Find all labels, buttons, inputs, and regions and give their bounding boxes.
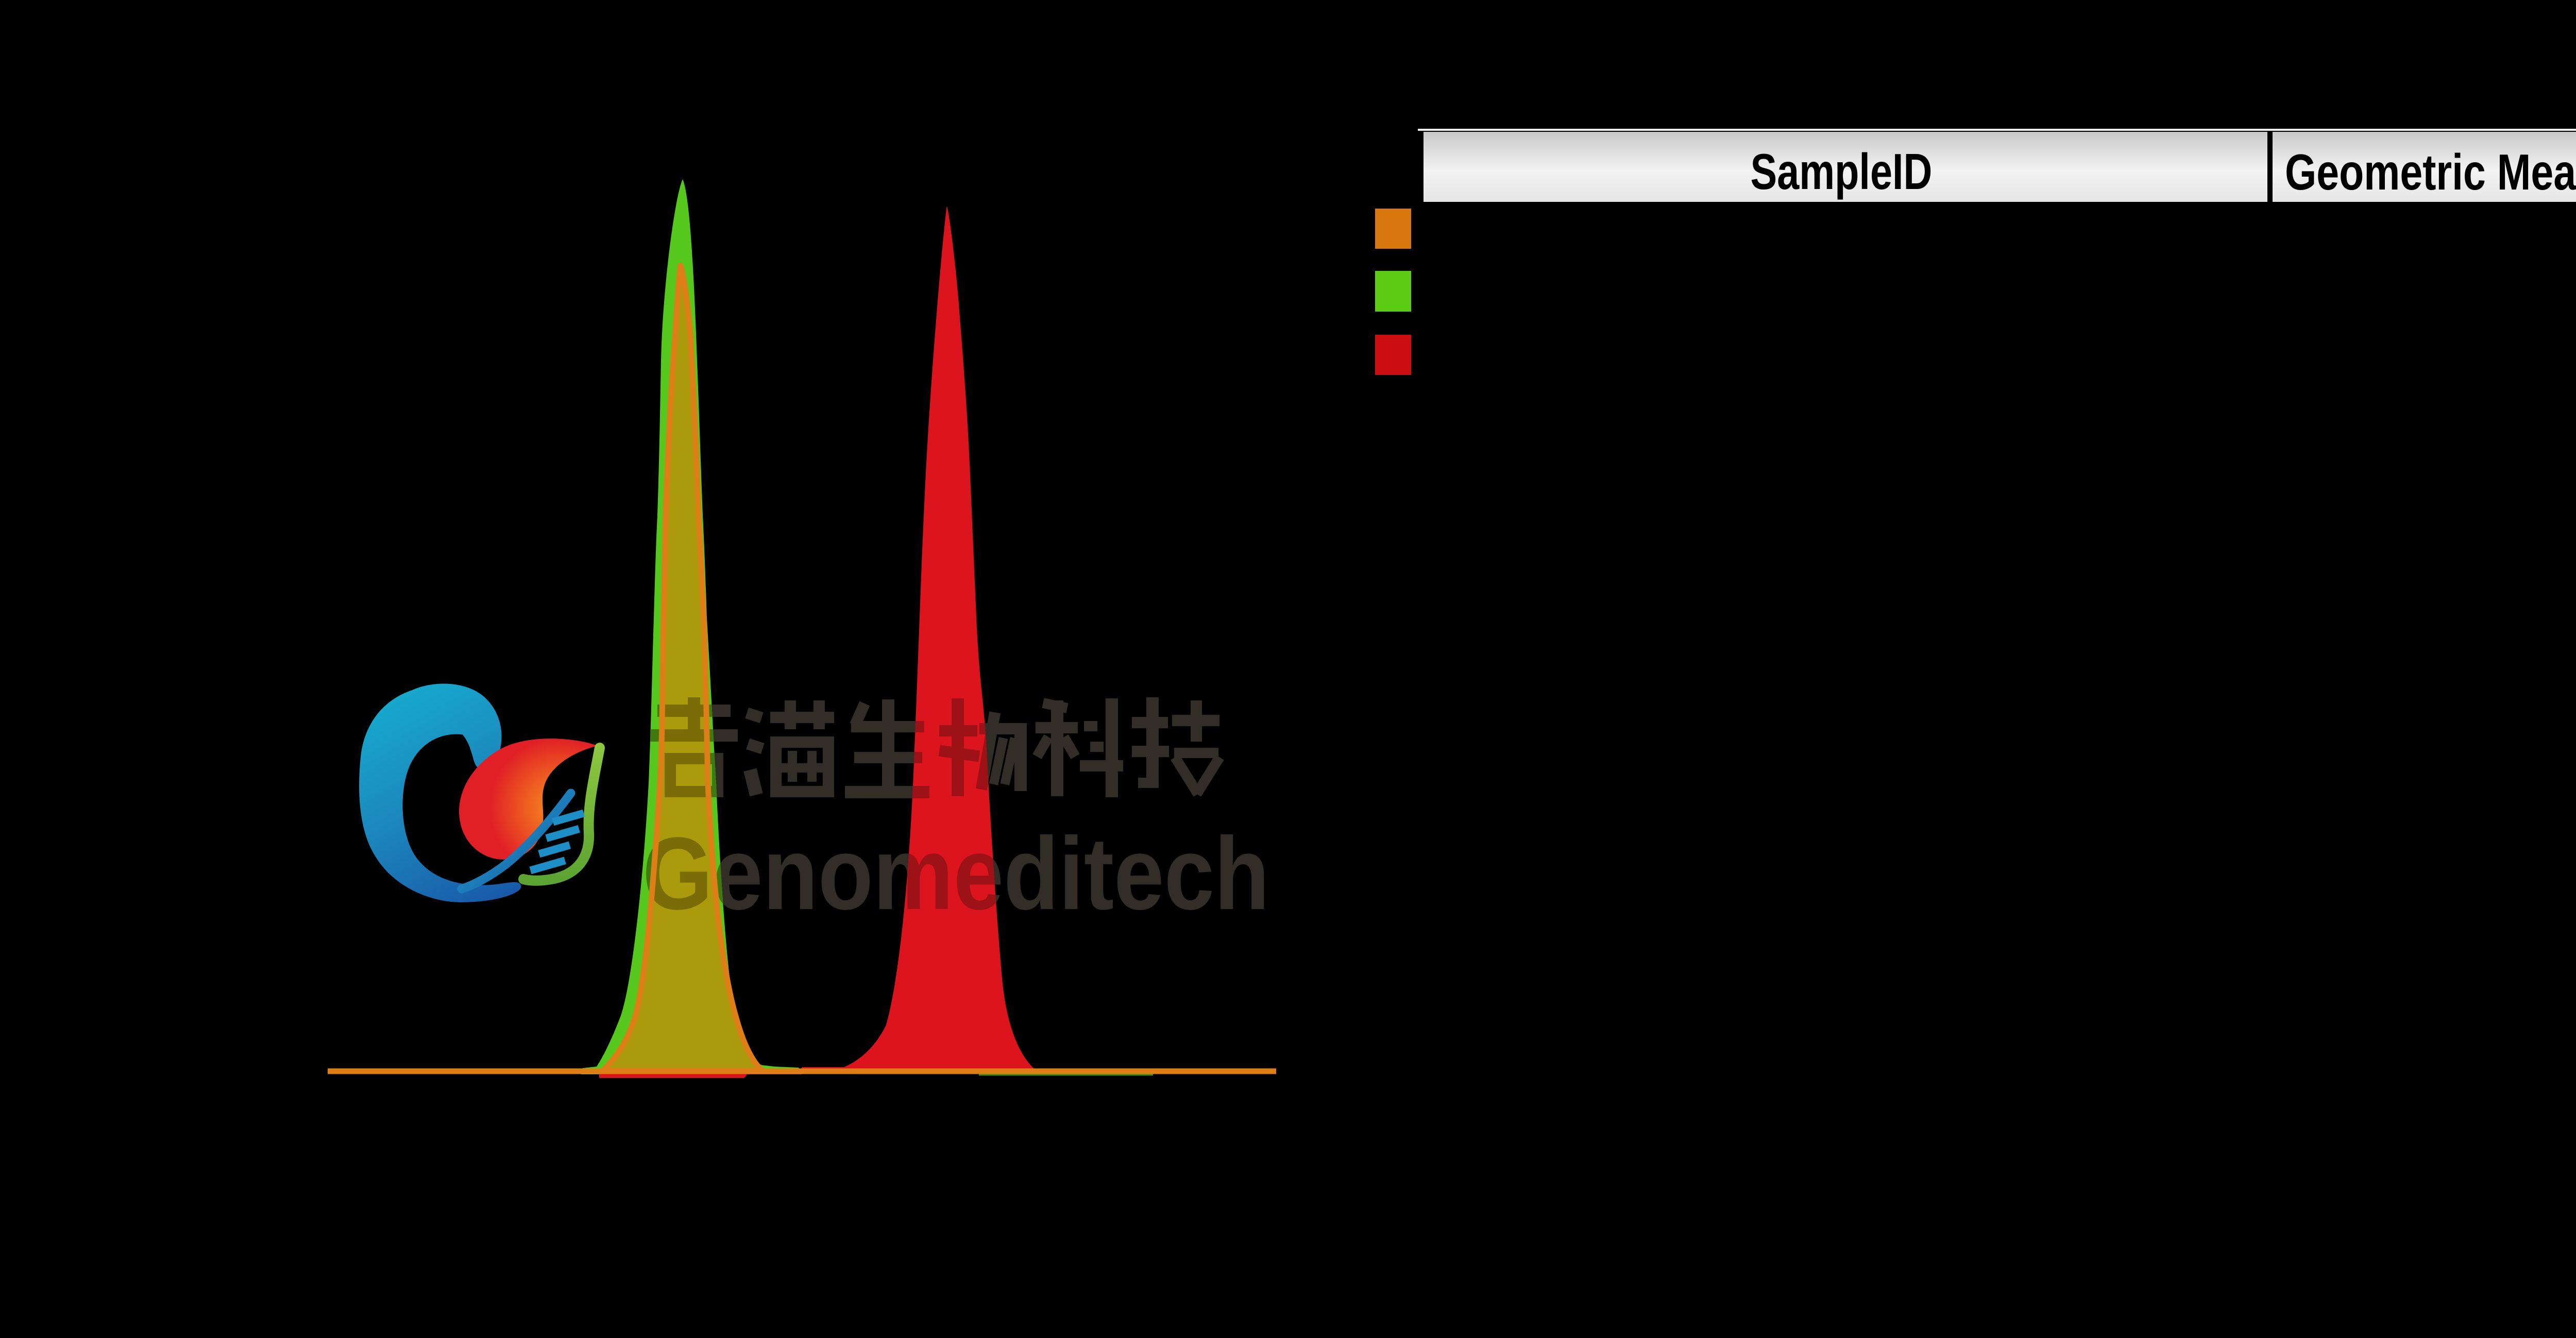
svg-text:Geometric Mean : FL11-H: Geometric Mean : FL11-H [2285,144,2576,200]
svg-text:SampleID: SampleID [1751,143,1933,200]
